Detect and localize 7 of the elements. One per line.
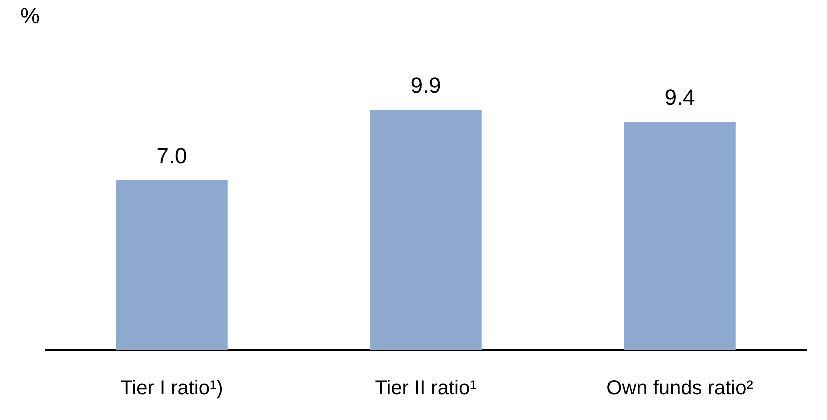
data-label: 9.9 bbox=[410, 73, 442, 98]
y-axis-title: % bbox=[20, 4, 40, 28]
x-tick-label: Own funds ratio² bbox=[606, 378, 754, 400]
x-tick-label: Tier II ratio¹ bbox=[375, 378, 478, 400]
data-label: 7.0 bbox=[156, 143, 188, 168]
x-tick-label: Tier I ratio¹) bbox=[120, 378, 224, 400]
data-label: 9.4 bbox=[664, 85, 696, 110]
